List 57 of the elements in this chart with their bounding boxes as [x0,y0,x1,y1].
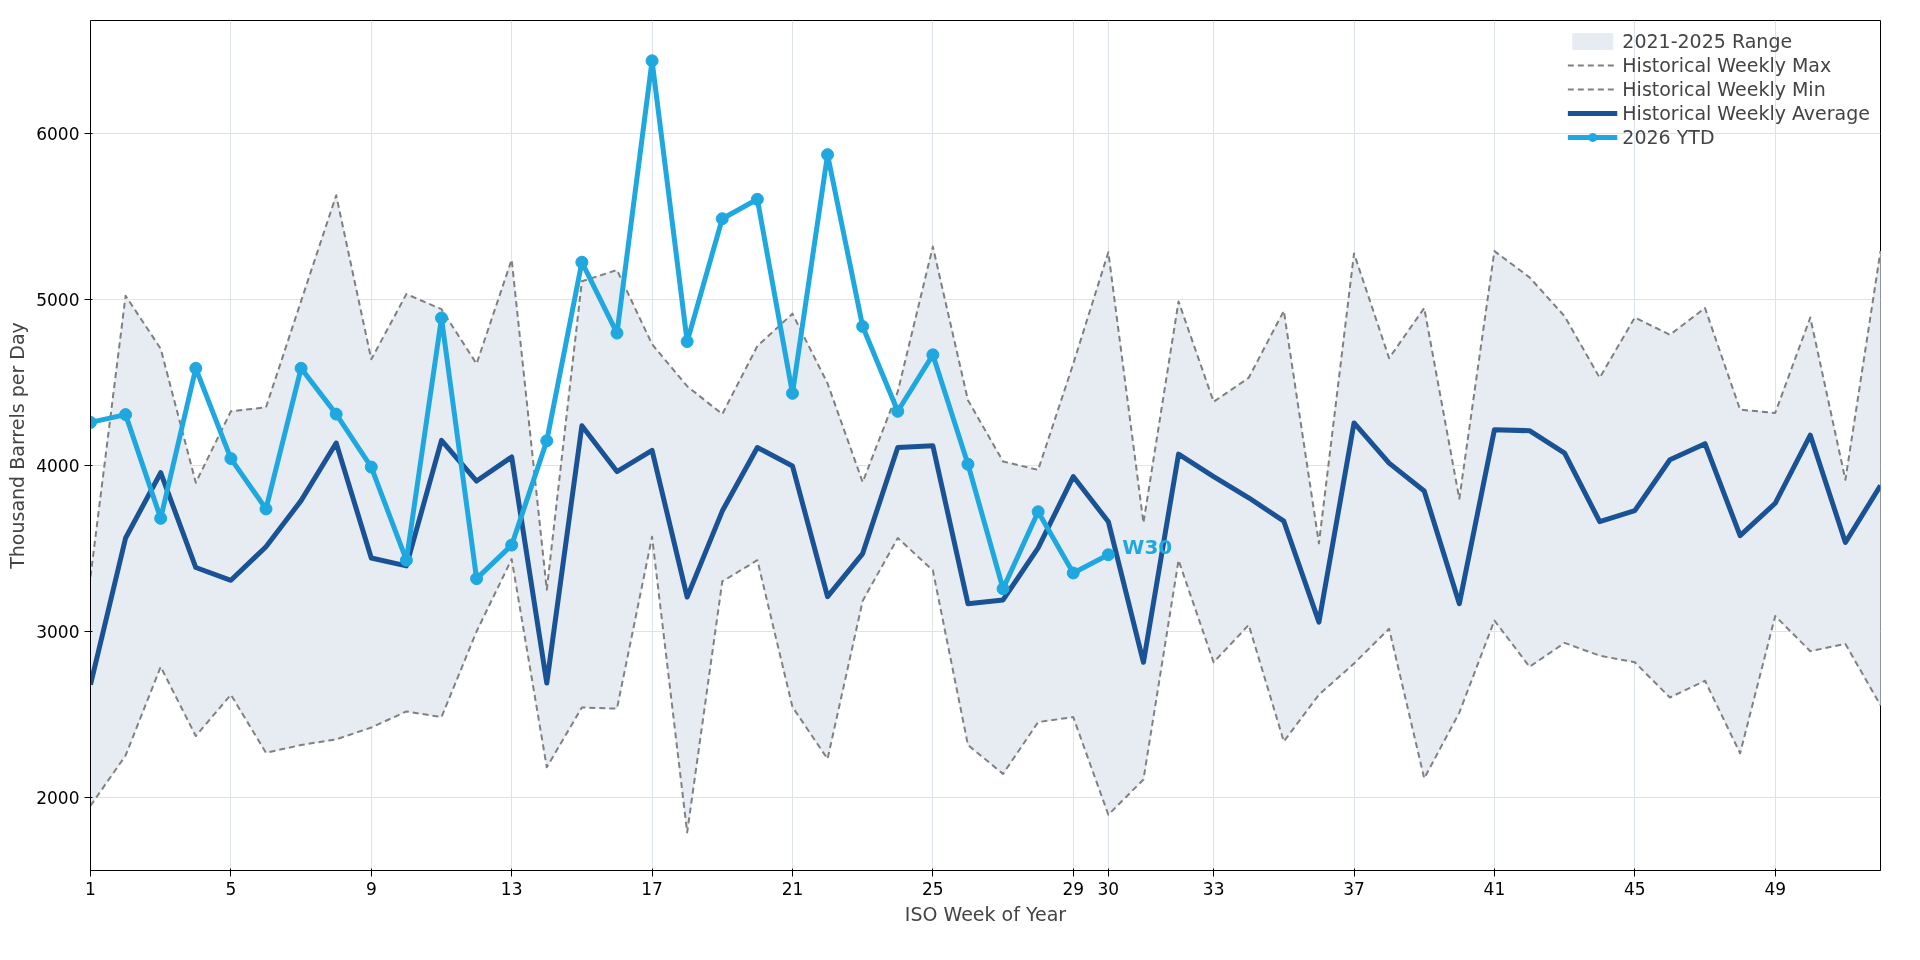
x-axis-title: ISO Week of Year [904,902,1067,925]
legend-label: Historical Weekly Min [1622,78,1826,100]
legend-label: 2021-2025 Range [1622,30,1793,52]
y-tick-label: 6000 [36,123,80,144]
point [434,311,448,325]
x-tick-label: 21 [781,878,804,899]
point [119,408,133,422]
x-tick-label: 1 [85,878,96,899]
x-tick-label: 30 [1097,878,1120,899]
x-tick-label: 5 [225,878,237,899]
x-tick-label: 9 [365,878,377,899]
x-tick-label: 33 [1202,878,1225,899]
x-tick-label: 29 [1062,878,1085,899]
point [224,452,238,466]
point [961,457,975,471]
point [821,148,835,162]
x-tick-label: 17 [641,878,663,899]
y-tick-label: 5000 [36,289,80,310]
point [1031,505,1045,519]
point [891,404,905,418]
point [715,212,729,226]
x-tick-label: 49 [1764,878,1787,899]
point [259,502,273,516]
point [399,553,413,567]
point [364,460,378,474]
point [470,572,484,586]
x-tick-label: 41 [1483,878,1506,899]
point [1066,566,1080,580]
point [680,335,694,349]
point [750,192,764,206]
point [856,319,870,333]
point [189,361,203,375]
point [294,361,308,375]
point [154,511,168,525]
y-tick-label: 4000 [36,455,80,476]
point [645,54,659,68]
x-tick-label: 37 [1343,878,1365,899]
line-series [90,535,1881,834]
y-axis-title: Thousand Barrels per Day [6,322,29,570]
y-tick-label: 2000 [36,787,80,808]
point [1101,548,1115,562]
point [505,538,519,552]
x-tick-label: 13 [500,878,523,899]
point [996,582,1010,596]
point [329,407,343,421]
point [610,326,624,340]
point [926,348,940,362]
x-tick-label: 45 [1624,878,1646,899]
legend-label: 2026 YTD [1622,126,1715,148]
legend-label: Historical Weekly Max [1622,54,1832,76]
point [540,434,554,448]
x-tick-label: 25 [922,878,944,899]
y-tick-label: 3000 [36,621,80,642]
point [575,255,589,269]
point [785,386,799,400]
line-series [90,194,1881,591]
legend-label: Historical Weekly Average [1622,102,1870,124]
